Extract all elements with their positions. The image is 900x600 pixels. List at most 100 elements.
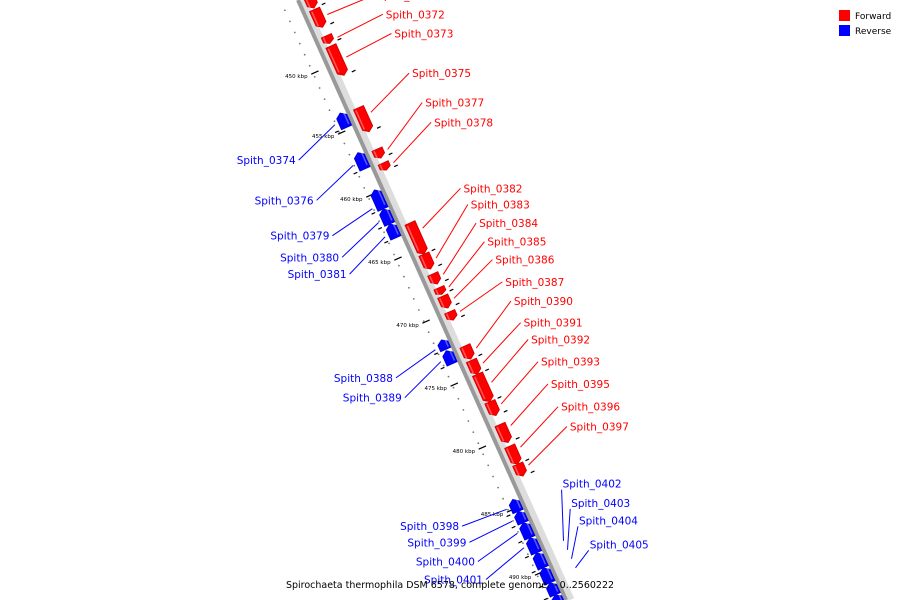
gene-label[interactable]: Spith_0395 <box>551 379 610 391</box>
gene-leader <box>448 241 485 288</box>
gene-label[interactable]: Spith_0372 <box>386 9 445 21</box>
gene-spith-0390 <box>459 343 475 360</box>
gene-label[interactable]: Spith_0386 <box>495 255 554 267</box>
gene-label[interactable]: Spith_0404 <box>579 515 638 527</box>
gene-end-tick <box>337 37 342 41</box>
gene-highlight <box>514 465 520 477</box>
gene-leader <box>393 121 432 164</box>
gene-label[interactable]: Spith_0402 <box>563 479 622 491</box>
gene-highlight <box>373 150 378 159</box>
kbp-tick-label: 475 kbp <box>424 386 447 392</box>
gene-label[interactable]: Spith_0388 <box>334 373 393 385</box>
gene-label[interactable]: Spith_0373 <box>394 29 453 41</box>
gene-label[interactable]: Spith_0396 <box>561 402 620 414</box>
gene-label[interactable]: Spith_0399 <box>407 537 466 549</box>
kbp-tick <box>394 256 402 261</box>
kbp-tick-label: 465 kbp <box>368 260 391 266</box>
scale-dot <box>313 76 316 78</box>
gene-end-tick <box>515 436 520 440</box>
gene-label[interactable]: Spith_0391 <box>524 318 583 330</box>
gene-spith-0404 <box>546 582 561 598</box>
scale-dot <box>497 486 499 489</box>
gene-label[interactable]: Spith_0387 <box>505 277 564 289</box>
gene-label[interactable]: Spith_0374 <box>237 155 296 167</box>
kbp-tick <box>450 382 459 387</box>
gene-highlight <box>520 510 527 521</box>
gene-label[interactable]: Spith_0377 <box>425 98 484 110</box>
gene-leader <box>571 526 579 559</box>
scale-dot <box>502 497 504 500</box>
gene-end-tick <box>440 366 445 370</box>
kbp-tick-label: 480 kbp <box>453 449 476 455</box>
scale-dots <box>284 9 549 600</box>
gene-leader <box>442 222 477 275</box>
gene-label[interactable]: Spith_0393 <box>541 357 600 369</box>
scale-dot <box>338 131 341 134</box>
gene-end-tick <box>478 353 483 357</box>
gene-label[interactable]: Spith_0380 <box>280 252 339 264</box>
gene-spith-0398 <box>508 499 524 515</box>
scale-dot <box>368 198 371 200</box>
kbp-tick-label: 460 kbp <box>340 197 363 203</box>
gene-leader <box>387 102 423 150</box>
gene-end-tick <box>431 248 436 252</box>
gene-label[interactable]: Spith_0371 <box>377 0 436 2</box>
gene-spith-0378 <box>377 160 391 171</box>
gene-label[interactable]: Spith_0390 <box>514 296 573 308</box>
gene-end-tick <box>334 130 340 134</box>
gene-label[interactable]: Spith_0379 <box>270 231 329 243</box>
gene-highlight <box>420 255 428 269</box>
gene-highlight <box>474 376 486 400</box>
gene-highlight <box>385 208 393 221</box>
gene-label[interactable]: Spith_0392 <box>531 335 590 347</box>
gene-end-tick <box>388 152 393 156</box>
gene-end-tick <box>485 368 490 372</box>
gene-end-tick <box>524 555 530 559</box>
gene-label[interactable]: Spith_0384 <box>479 218 538 230</box>
gene-label[interactable]: Spith_0375 <box>412 68 471 80</box>
legend-forward-swatch <box>839 10 850 21</box>
scale-dot <box>417 309 420 311</box>
gene-label[interactable]: Spith_0405 <box>590 539 649 551</box>
gene-label[interactable]: Spith_0385 <box>487 237 546 249</box>
gene-spith-0402 <box>532 552 549 571</box>
gene-leader <box>422 187 461 229</box>
gene-label[interactable]: Spith_0376 <box>255 195 314 207</box>
gene-end-tick <box>434 352 439 356</box>
gene-label[interactable]: Spith_0401 <box>424 575 483 587</box>
gene-label[interactable]: Spith_0397 <box>570 422 629 434</box>
scale-dot <box>467 420 470 422</box>
scale-dot <box>383 231 385 234</box>
gene-label[interactable]: Spith_0382 <box>464 183 523 195</box>
scale-dot <box>328 109 331 112</box>
scale-dot <box>398 264 400 267</box>
legend-reverse-swatch <box>839 25 850 36</box>
gene-spith-0379 <box>370 189 389 212</box>
kbp-tick-label: 470 kbp <box>396 323 419 329</box>
gene-label[interactable]: Spith_0378 <box>434 117 493 129</box>
gene-spith-0393 <box>484 398 500 416</box>
gene-label[interactable]: Spith_0383 <box>471 200 530 212</box>
gene-label[interactable]: Spith_0400 <box>416 557 475 569</box>
gene-end-tick <box>321 2 326 6</box>
gene-leader <box>485 547 525 580</box>
kbp-tick-label: 490 kbp <box>509 575 532 581</box>
gene-end-tick <box>518 540 523 544</box>
gene-leader <box>477 532 518 562</box>
gene-highlight <box>496 426 505 442</box>
gene-leader <box>298 124 336 161</box>
gene-leader <box>475 300 512 349</box>
gene-label[interactable]: Spith_0403 <box>571 498 630 510</box>
gene-spith-0377 <box>371 146 386 159</box>
gene-end-tick <box>497 396 502 399</box>
gene-leader <box>316 165 354 201</box>
gene-label[interactable]: Spith_0381 <box>288 269 347 281</box>
gene-highlight <box>327 48 340 73</box>
gene-end-tick <box>503 409 508 413</box>
gene-label[interactable]: Spith_0398 <box>400 521 459 533</box>
gene-label[interactable]: Spith_0389 <box>343 393 402 405</box>
scale-dot <box>323 98 326 100</box>
gene-leader <box>459 281 503 312</box>
scale-dot <box>512 520 514 522</box>
